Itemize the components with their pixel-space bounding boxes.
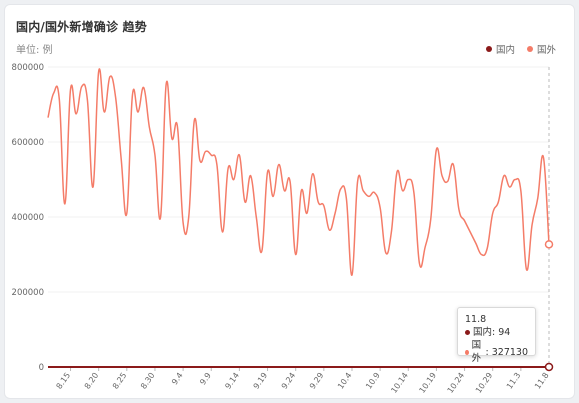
x-tick-label: 11.8	[533, 371, 551, 391]
tooltip: 11.8 国内: 94 国外: 327130	[457, 307, 536, 364]
tooltip-value-foreign: 327130	[491, 346, 528, 358]
y-tick-label: 800000	[12, 63, 44, 73]
point-marker-domestic	[544, 362, 554, 372]
tooltip-date: 11.8	[465, 314, 487, 325]
legend-dot-domestic	[485, 46, 492, 52]
legend-item-foreign[interactable]: 国外	[526, 42, 556, 56]
tooltip-dot-domestic	[465, 330, 470, 335]
x-tick-label: 10.14	[389, 371, 410, 395]
tooltip-row-foreign: 国外: 327130	[465, 339, 528, 365]
tooltip-value-domestic: 94	[498, 327, 511, 338]
legend-dot-foreign	[526, 46, 533, 52]
tooltip-label-domestic: 国内	[473, 327, 493, 338]
x-tick-label: 10.19	[418, 371, 439, 395]
x-tick-label: 10.9	[364, 371, 382, 391]
x-tick-label: 9.24	[280, 371, 298, 391]
tooltip-label-foreign: 国外	[471, 340, 482, 364]
legend: 国内 国外	[474, 42, 556, 56]
x-tick-label: 8.15	[55, 371, 73, 391]
x-tick-label: 10.4	[336, 371, 354, 391]
chart-title: 国内/国外新增确诊 趋势	[16, 20, 147, 34]
x-tick-label: 9.4	[170, 371, 185, 387]
legend-item-domestic[interactable]: 国内	[485, 42, 515, 56]
tooltip-dot-foreign	[465, 349, 469, 355]
point-marker-foreign	[544, 240, 554, 249]
line-chart[interactable]: 0 200000 400000 600000 800000 8.15 8.20 8.25 8.3…	[5, 5, 575, 399]
series-line-foreign	[47, 68, 550, 276]
y-tick-label: 200000	[12, 288, 44, 298]
y-tick-label: 400000	[12, 213, 44, 223]
x-tick-label: 8.25	[111, 371, 129, 391]
x-tick-label: 9.14	[223, 371, 241, 391]
x-tick-label: 10.29	[474, 371, 495, 395]
unit-label: 单位: 例	[16, 45, 53, 56]
x-tick-label: 8.20	[83, 371, 101, 391]
x-tick-label: 8.30	[139, 371, 157, 391]
y-tick-label: 600000	[12, 138, 44, 148]
x-tick-label: 9.9	[198, 371, 213, 387]
y-tick-label: 0	[39, 363, 44, 373]
chart-card: 国内/国外新增确诊 趋势 单位: 例 国内 国外 0 200000 400000 60…	[4, 4, 575, 399]
x-tick-label: 10.24	[446, 371, 467, 395]
x-tick-label: 11.3	[505, 371, 523, 391]
x-tick-label: 9.19	[252, 371, 270, 391]
x-tick-label: 9.29	[308, 371, 326, 391]
tooltip-row-domestic: 国内: 94	[465, 326, 528, 339]
legend-label-foreign: 国外	[536, 45, 556, 56]
legend-label-domestic: 国内	[495, 45, 515, 56]
